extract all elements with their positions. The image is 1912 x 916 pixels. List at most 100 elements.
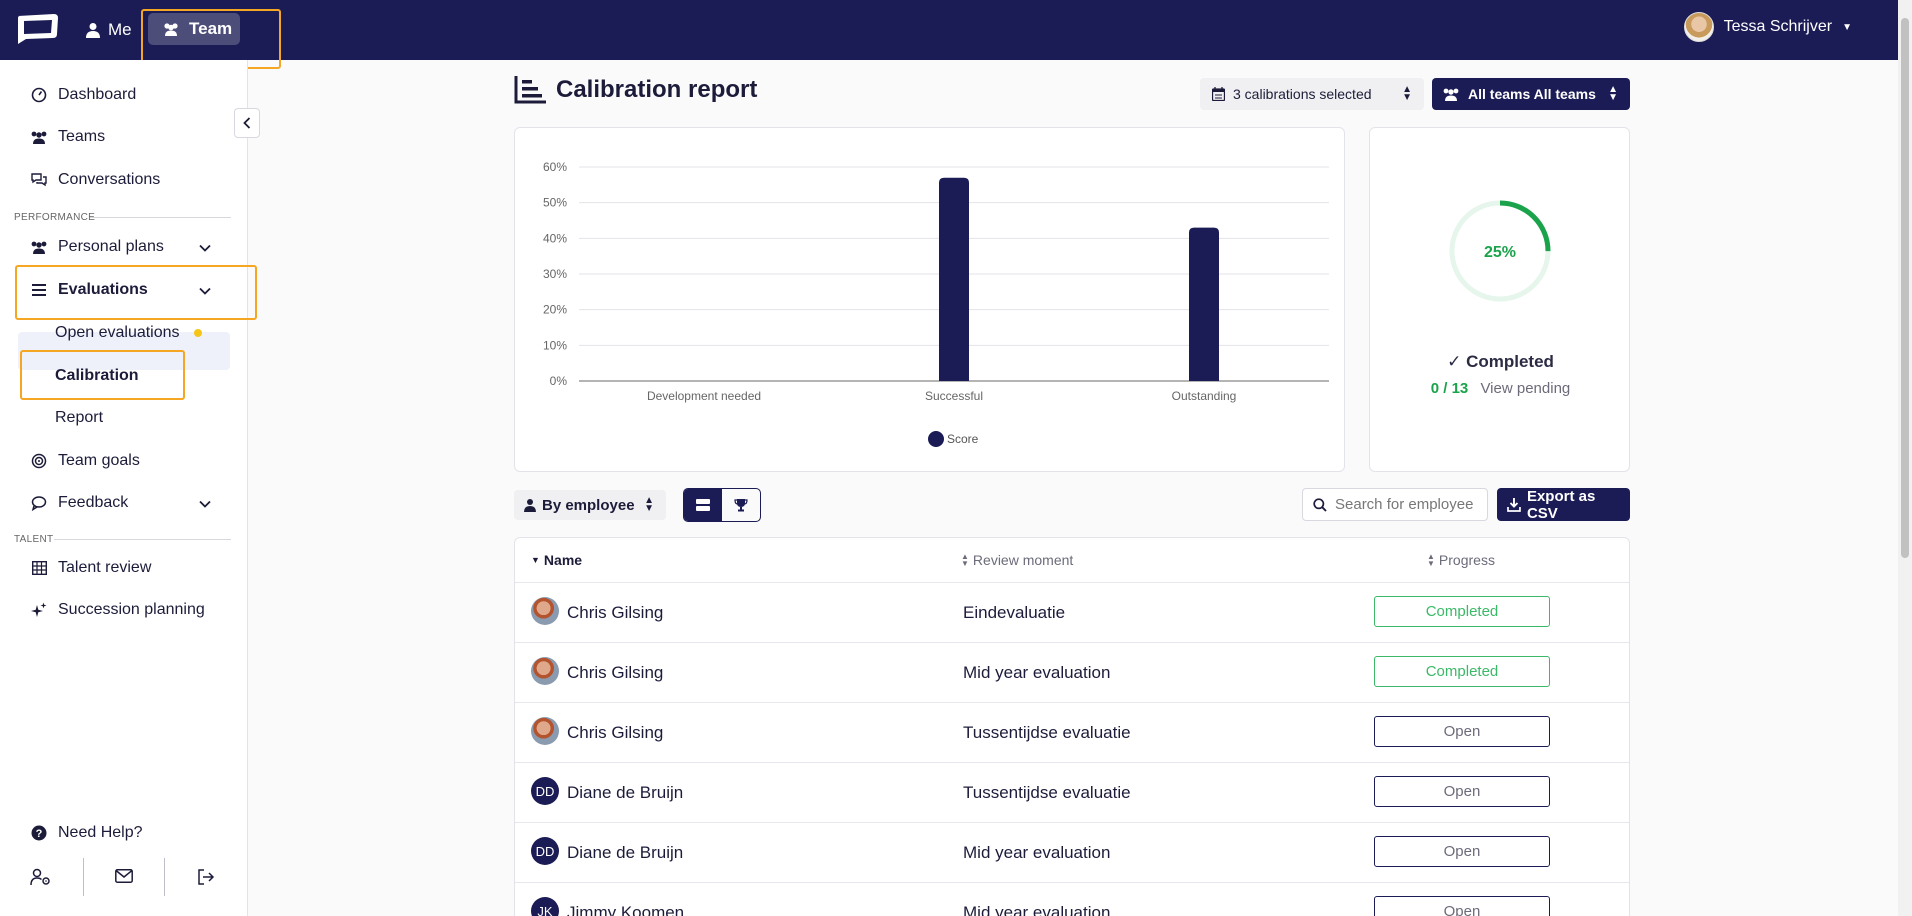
view-toggle xyxy=(683,488,761,522)
export-csv-button[interactable]: Export as CSV xyxy=(1497,487,1630,522)
sidebar-item-teams[interactable]: Teams xyxy=(30,128,105,146)
sort-icon: ▲ ▼ xyxy=(644,495,654,514)
table-row[interactable]: DD Diane de Bruijn Tussentijdse evaluatie O… xyxy=(515,762,1629,822)
users-icon xyxy=(30,238,48,256)
page-header: Calibration report xyxy=(514,76,757,104)
nav-me[interactable]: Me xyxy=(86,16,132,44)
sidebar-item-talent-review[interactable]: Talent review xyxy=(30,559,151,577)
view-pending-link[interactable]: View pending xyxy=(1480,380,1571,397)
search-input[interactable] xyxy=(1335,496,1483,513)
chevron-down-icon[interactable] xyxy=(198,497,212,511)
user-settings-button[interactable] xyxy=(30,868,52,888)
chevron-left-icon xyxy=(243,117,251,129)
sidebar-item-succession-planning[interactable]: Succession planning xyxy=(30,601,205,619)
calibrations-select[interactable]: 3 calibrations selected ▲ ▼ xyxy=(1200,78,1424,110)
list-view-button[interactable] xyxy=(684,489,722,521)
user-menu[interactable]: Tessa Schrijver ▼ xyxy=(1683,12,1852,42)
messages-button[interactable] xyxy=(115,869,135,885)
trophy-icon xyxy=(734,499,748,512)
users-icon xyxy=(164,23,178,36)
envelope-icon xyxy=(115,869,133,883)
employee-name[interactable]: Chris Gilsing xyxy=(567,723,664,742)
chart-bar-icon xyxy=(514,76,546,104)
sidebar-item-dashboard[interactable]: Dashboard xyxy=(30,86,136,104)
chevron-down-icon[interactable] xyxy=(198,284,212,298)
teams-select-label: All teams All teams xyxy=(1468,86,1596,102)
page-scrollbar[interactable] xyxy=(1898,0,1912,916)
teams-select[interactable]: All teams All teams ▲ ▼ xyxy=(1432,78,1630,110)
review-moment: Mid year evaluation xyxy=(963,903,1111,916)
nav-me-label: Me xyxy=(108,20,132,39)
chevron-down-icon[interactable] xyxy=(198,241,212,255)
comment-icon xyxy=(30,494,48,512)
column-header-name[interactable]: ▼ Name xyxy=(531,552,582,568)
employee-name[interactable]: Diane de Bruijn xyxy=(567,783,684,802)
y-tick-label: 0% xyxy=(550,374,568,388)
app-logo[interactable] xyxy=(12,10,60,46)
collapse-sidebar-button[interactable] xyxy=(234,108,260,138)
progress-status-button[interactable]: Completed xyxy=(1374,596,1550,627)
ranking-view-button[interactable] xyxy=(722,489,760,521)
sidebar-item-label: Open evaluations xyxy=(55,324,180,341)
need-help-link[interactable]: ? Need Help? xyxy=(30,824,143,842)
group-by-select[interactable]: By employee ▲ ▼ xyxy=(514,490,666,520)
employee-name[interactable]: Chris Gilsing xyxy=(567,663,664,682)
employee-avatar xyxy=(531,717,559,745)
sparkles-icon xyxy=(30,601,48,619)
footer-divider xyxy=(164,858,165,896)
section-performance: PERFORMANCE xyxy=(14,212,96,223)
progress-status-button[interactable]: Open xyxy=(1374,716,1550,747)
sidebar-item-feedback[interactable]: Feedback xyxy=(30,494,128,512)
column-header-review-moment[interactable]: ▲ ▼ Review moment xyxy=(961,552,1073,568)
sidebar-item-label: Evaluations xyxy=(58,281,148,298)
sort-icon: ▲ ▼ xyxy=(1402,84,1412,103)
users-icon xyxy=(1443,88,1459,101)
sidebar-subitem-open-evaluations[interactable]: Open evaluations xyxy=(55,324,202,342)
x-tick-label: Outstanding xyxy=(1172,389,1237,403)
y-tick-label: 40% xyxy=(543,231,567,245)
progress-ring-fill xyxy=(1449,200,1551,302)
progress-status-button[interactable]: Open xyxy=(1374,896,1550,916)
review-moment: Eindevaluatie xyxy=(963,603,1066,622)
evaluations-table: ▼ Name ▲ ▼ Review moment ▲ ▼ Progress Chri… xyxy=(514,537,1630,916)
x-tick-label: Development needed xyxy=(647,389,761,403)
sidebar-item-conversations[interactable]: Conversations xyxy=(30,171,160,189)
progress-status-button[interactable]: Open xyxy=(1374,836,1550,867)
column-header-progress[interactable]: ▲ ▼ Progress xyxy=(1427,552,1495,568)
completed-label: Completed xyxy=(1466,352,1554,371)
nav-team[interactable]: Team xyxy=(148,13,240,45)
completion-count: 0 / 13 xyxy=(1430,380,1469,397)
sidebar-subitem-report[interactable]: Report xyxy=(55,409,103,427)
sidebar-item-team-goals[interactable]: Team goals xyxy=(30,452,140,470)
caret-down-icon: ▼ xyxy=(1842,21,1852,33)
sidebar-subitem-calibration[interactable]: Calibration xyxy=(55,367,139,385)
table-row[interactable]: DD Diane de Bruijn Mid year evaluation Open xyxy=(515,822,1629,882)
employee-name[interactable]: Jimmy Koomen xyxy=(567,903,685,916)
progress-status-button[interactable]: Completed xyxy=(1374,656,1550,687)
sidebar-item-label: Succession planning xyxy=(58,601,205,618)
table-row[interactable]: Chris Gilsing Mid year evaluation Complete… xyxy=(515,642,1629,702)
section-talent: TALENT xyxy=(14,534,54,545)
sidebar-item-label: Teams xyxy=(58,128,106,145)
employee-name[interactable]: Diane de Bruijn xyxy=(567,843,684,862)
export-csv-label: Export as CSV xyxy=(1526,487,1596,522)
target-icon xyxy=(30,452,48,470)
chart-bar xyxy=(1189,227,1219,381)
completed-status: ✓ Completed xyxy=(1370,352,1631,372)
sign-out-icon xyxy=(198,869,215,885)
scrollbar-thumb[interactable] xyxy=(1901,18,1909,558)
notification-dot xyxy=(193,329,202,337)
sidebar-item-personal-plans[interactable]: Personal plans xyxy=(30,238,164,256)
table-row[interactable]: JK Jimmy Koomen Mid year evaluation Open xyxy=(515,882,1629,916)
sidebar-item-label: Conversations xyxy=(58,171,161,188)
y-tick-label: 10% xyxy=(543,338,567,352)
rows-icon xyxy=(696,499,710,511)
sidebar-item-label: Feedback xyxy=(58,494,129,511)
progress-status-button[interactable]: Open xyxy=(1374,776,1550,807)
table-row[interactable]: Chris Gilsing Eindevaluatie Completed xyxy=(515,582,1629,642)
logout-button[interactable] xyxy=(197,869,217,885)
dashboard-icon xyxy=(30,86,48,104)
sidebar-item-evaluations[interactable]: Evaluations xyxy=(30,281,148,299)
employee-name[interactable]: Chris Gilsing xyxy=(567,603,664,622)
table-row[interactable]: Chris Gilsing Tussentijdse evaluatie Open xyxy=(515,702,1629,762)
